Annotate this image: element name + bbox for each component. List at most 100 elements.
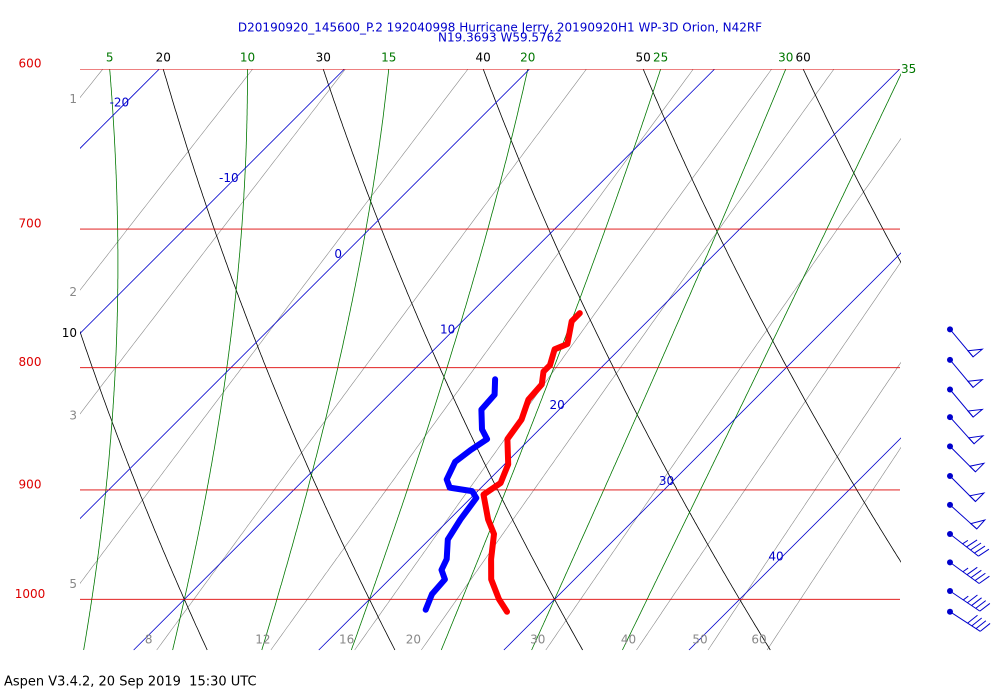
moist-adiabat bbox=[83, 69, 119, 651]
line-label: 40 bbox=[621, 633, 636, 647]
barb-feather bbox=[966, 566, 978, 576]
barb-pennant bbox=[968, 462, 986, 473]
barb-feather bbox=[970, 542, 982, 551]
barb-feather bbox=[975, 620, 987, 630]
mixing-ratio-line bbox=[156, 69, 587, 651]
barb-half-feather bbox=[962, 595, 969, 601]
line-label: 30 bbox=[316, 51, 331, 65]
barb-half-feather bbox=[962, 539, 969, 545]
isotherm-label: 0 bbox=[334, 247, 342, 261]
dry-adiabat bbox=[322, 69, 583, 651]
wind-barb bbox=[947, 501, 987, 530]
mixing-ratio-line bbox=[80, 69, 346, 415]
wind-barb bbox=[947, 386, 984, 418]
isotherm bbox=[133, 69, 715, 651]
wind-barb bbox=[947, 559, 990, 584]
barb-feather bbox=[971, 597, 982, 606]
line-label: 12 bbox=[255, 633, 270, 647]
dry-adiabat bbox=[482, 69, 771, 651]
barb-feather bbox=[967, 614, 978, 624]
wind-barb bbox=[947, 326, 984, 358]
isotherm bbox=[80, 69, 530, 520]
isotherm-label: -10 bbox=[219, 171, 239, 185]
sounding-line bbox=[480, 310, 583, 615]
line-label: 5 bbox=[69, 577, 77, 591]
wind-barb bbox=[947, 473, 986, 503]
line-label: 60 bbox=[751, 633, 766, 647]
barb-feather bbox=[974, 572, 986, 581]
line-label: 10 bbox=[62, 326, 77, 340]
barb-feather bbox=[970, 569, 982, 579]
y-tick-label: 900 bbox=[19, 477, 42, 491]
mixing-ratio-line bbox=[707, 361, 901, 651]
mixing-ratio-line bbox=[766, 446, 901, 651]
line-label: 20 bbox=[156, 51, 171, 65]
line-label: 8 bbox=[145, 633, 153, 647]
line-label: 3 bbox=[69, 408, 77, 422]
line-label: 20 bbox=[520, 51, 535, 65]
mixing-ratio-line bbox=[354, 69, 772, 651]
mixing-ratio-line bbox=[80, 69, 104, 99]
barb-pennant bbox=[967, 379, 984, 389]
moist-adiabat bbox=[261, 69, 390, 651]
line-label: 40 bbox=[476, 51, 491, 65]
isotherm-label: 20 bbox=[549, 398, 564, 412]
line-label: 25 bbox=[653, 51, 668, 65]
isotherm-label: -20 bbox=[110, 96, 130, 110]
barb-staff bbox=[949, 533, 979, 557]
isotherm bbox=[318, 69, 901, 651]
barb-feather bbox=[966, 539, 978, 548]
line-label: 15 bbox=[381, 51, 396, 65]
mixing-ratio-line bbox=[80, 69, 253, 291]
line-label: 35 bbox=[901, 62, 916, 76]
line-label: 2 bbox=[69, 285, 77, 299]
isotherm bbox=[80, 69, 345, 335]
barb-feather bbox=[975, 600, 987, 609]
line-label: 5 bbox=[106, 51, 114, 65]
sounding-line bbox=[422, 376, 499, 613]
barb-staff bbox=[949, 561, 980, 584]
moist-adiabat bbox=[440, 69, 662, 651]
barb-feather bbox=[978, 575, 990, 584]
dry-adiabat bbox=[642, 69, 901, 563]
barb-pennant bbox=[968, 492, 986, 503]
barb-feather bbox=[979, 603, 991, 612]
dry-adiabat bbox=[162, 69, 396, 651]
plot-area bbox=[80, 69, 901, 651]
y-tick-label: 800 bbox=[19, 355, 42, 369]
line-label: 20 bbox=[406, 633, 421, 647]
barb-pennant bbox=[967, 408, 984, 418]
barb-pennant bbox=[967, 348, 984, 358]
line-label: 50 bbox=[692, 633, 707, 647]
mixing-ratio-line bbox=[545, 137, 901, 651]
line-label: 60 bbox=[796, 51, 811, 65]
moist-adiabat bbox=[531, 69, 787, 651]
barb-feather bbox=[967, 594, 978, 604]
isotherm-label: 10 bbox=[440, 323, 455, 337]
isotherm-label: 30 bbox=[659, 474, 674, 488]
barb-feather bbox=[971, 617, 983, 627]
mixing-ratio-line bbox=[636, 261, 901, 651]
y-tick-label: 1000 bbox=[15, 587, 46, 601]
moist-adiabat bbox=[350, 69, 529, 651]
line-label: 30 bbox=[778, 51, 793, 65]
line-label: 16 bbox=[339, 633, 354, 647]
chart-title: D20190920_145600_P.2 192040998 Hurricane… bbox=[238, 21, 762, 35]
y-tick-label: 700 bbox=[19, 217, 42, 231]
moist-adiabat bbox=[172, 69, 248, 651]
barb-half-feather bbox=[962, 567, 969, 573]
wind-barb bbox=[947, 414, 985, 445]
line-label: 10 bbox=[240, 51, 255, 65]
barb-feather bbox=[979, 623, 991, 632]
isotherm bbox=[503, 252, 901, 651]
line-label: 50 bbox=[636, 51, 651, 65]
barb-feather bbox=[974, 545, 986, 554]
moist-adiabat bbox=[622, 73, 901, 651]
wind-barb bbox=[947, 588, 991, 612]
wind-barb bbox=[947, 443, 986, 473]
barb-staff bbox=[949, 611, 981, 632]
isotherm-label: 40 bbox=[768, 550, 783, 564]
